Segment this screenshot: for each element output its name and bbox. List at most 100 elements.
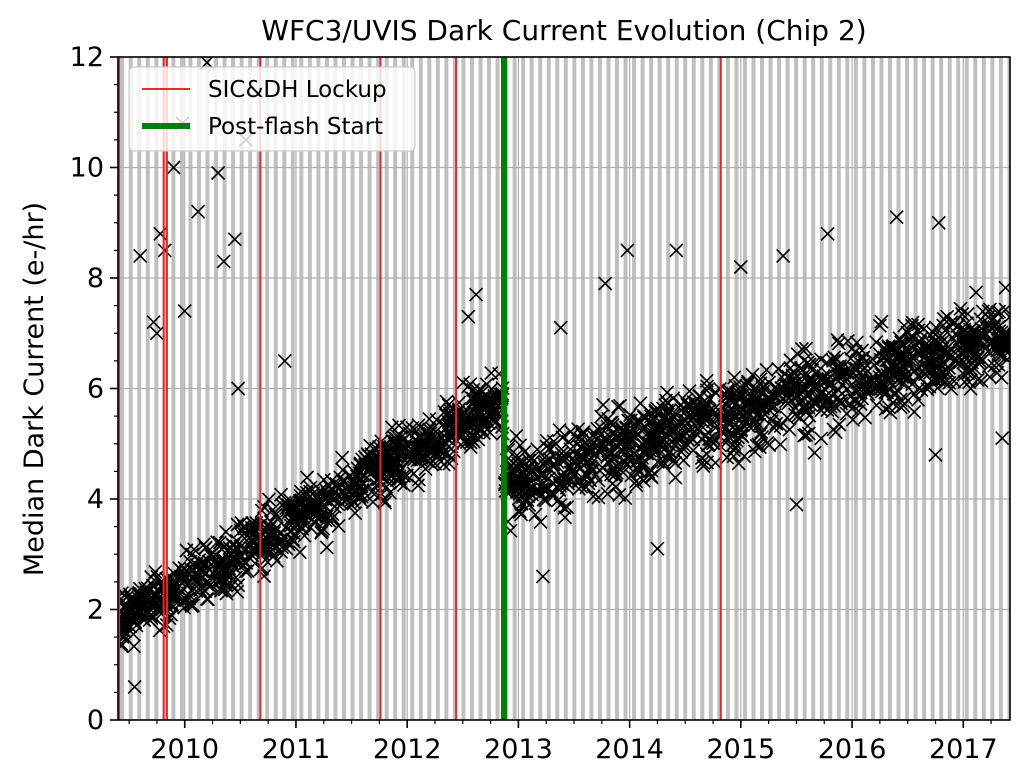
- data-point: [344, 492, 360, 507]
- data-point: [949, 336, 964, 351]
- data-point: [280, 534, 295, 549]
- data-point: [672, 429, 687, 444]
- data-point: [224, 577, 240, 593]
- data-point: [439, 431, 454, 446]
- data-point: [371, 472, 387, 487]
- data-point: [936, 311, 951, 326]
- data-point: [556, 470, 572, 485]
- data-point: [690, 398, 705, 413]
- data-point: [942, 345, 957, 360]
- data-point: [966, 323, 981, 338]
- data-point: [857, 355, 872, 370]
- data-point: [947, 374, 962, 389]
- data-point: [126, 594, 141, 609]
- data-point: [813, 352, 829, 367]
- x-tick-label: 2013: [484, 734, 553, 765]
- data-point: [845, 412, 860, 427]
- data-point: [953, 301, 968, 316]
- data-point: [596, 397, 611, 412]
- data-point: [583, 473, 598, 488]
- data-point: [647, 418, 662, 433]
- data-point: [179, 592, 194, 607]
- data-point: [940, 309, 955, 324]
- data-point: [635, 421, 650, 436]
- data-point: [955, 306, 970, 322]
- data-point: [148, 564, 163, 579]
- data-point: [525, 451, 540, 466]
- data-point: [177, 569, 192, 584]
- data-point: [668, 470, 683, 485]
- data-point: [193, 583, 208, 598]
- data-point: [981, 316, 996, 331]
- data-point: [669, 243, 684, 258]
- data-point: [132, 581, 147, 596]
- data-point: [695, 406, 710, 421]
- data-point: [893, 353, 908, 368]
- data-point: [469, 287, 484, 302]
- data-point: [917, 367, 933, 382]
- data-point: [620, 243, 635, 258]
- data-point: [162, 587, 177, 603]
- data-point: [981, 359, 996, 374]
- data-point: [823, 399, 838, 414]
- data-point: [786, 365, 801, 380]
- data-point: [432, 444, 447, 459]
- data-point: [486, 404, 501, 419]
- data-point: [994, 347, 1009, 363]
- data-point: [414, 449, 429, 464]
- data-point: [791, 388, 806, 403]
- data-point: [647, 422, 662, 437]
- data-point: [469, 389, 484, 404]
- data-point: [586, 489, 601, 504]
- data-point: [550, 455, 565, 470]
- data-point: [682, 384, 697, 399]
- data-point: [608, 479, 624, 494]
- legend-label-postflash-start: Post-flash Start: [208, 114, 383, 140]
- data-point: [319, 540, 334, 555]
- data-point: [808, 366, 824, 381]
- data-point: [507, 470, 522, 486]
- data-point: [424, 456, 439, 471]
- data-point: [742, 419, 757, 434]
- data-point: [872, 318, 887, 333]
- scatter-series: [118, 57, 1010, 694]
- data-point: [767, 399, 782, 414]
- data-point: [162, 611, 177, 626]
- data-point: [603, 467, 619, 482]
- data-point: [982, 369, 997, 385]
- data-point: [513, 438, 528, 453]
- data-point: [903, 329, 918, 344]
- data-point: [417, 437, 432, 452]
- data-point: [214, 552, 229, 567]
- data-point: [385, 434, 400, 449]
- data-point: [637, 433, 653, 448]
- data-point: [237, 521, 252, 536]
- data-point: [549, 473, 564, 488]
- data-point: [843, 351, 858, 366]
- data-point: [798, 427, 813, 442]
- data-point: [874, 314, 889, 329]
- data-point: [268, 507, 283, 522]
- legend: SIC&DH Lockup Post-flash Start: [128, 66, 416, 152]
- data-point: [1001, 335, 1010, 351]
- data-point: [947, 315, 962, 330]
- data-point: [522, 459, 537, 474]
- data-point: [779, 378, 794, 394]
- data-point: [285, 502, 300, 517]
- data-point: [396, 440, 411, 455]
- data-point: [337, 473, 352, 488]
- data-point: [149, 326, 164, 341]
- data-point: [969, 285, 984, 300]
- data-point: [211, 573, 226, 588]
- data-point: [295, 521, 310, 536]
- data-point: [830, 332, 845, 347]
- data-point: [314, 525, 329, 540]
- data-point: [354, 479, 369, 494]
- data-point: [194, 560, 209, 575]
- data-point: [832, 417, 847, 432]
- data-point: [931, 215, 946, 230]
- data-point: [479, 377, 494, 392]
- data-point: [814, 403, 829, 418]
- data-point: [275, 497, 290, 513]
